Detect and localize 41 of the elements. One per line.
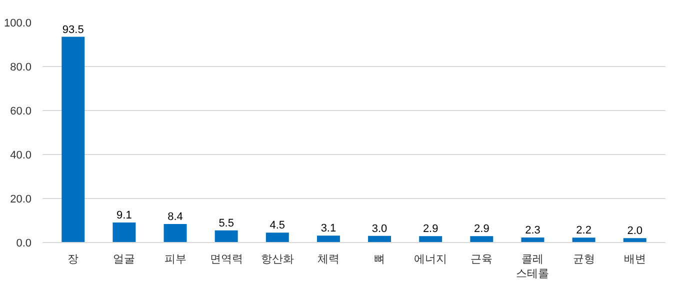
data-label: 8.4 [168, 211, 183, 224]
data-label: 2.9 [422, 223, 438, 236]
x-tick-label: 체력 [317, 254, 340, 266]
x-tick-label: 뼈 [374, 254, 386, 266]
bar [214, 230, 238, 242]
y-tick-label: 60.0 [10, 106, 32, 118]
x-tick-label: 장 [68, 254, 79, 266]
y-tick-label: 0.0 [16, 238, 32, 250]
x-tick-label: 면역력 [210, 254, 243, 266]
y-tick-label: 100.0 [4, 18, 32, 30]
data-label: 4.5 [270, 220, 286, 232]
data-label: 5.5 [218, 217, 234, 230]
data-label: 2.2 [576, 224, 592, 237]
y-tick-label: 80.0 [10, 62, 32, 74]
x-tick-label: 에너지 [414, 254, 448, 266]
x-tick-label: 콜레 스테롤 [516, 254, 550, 280]
x-tick-label: 근육 [470, 254, 493, 266]
bar [470, 236, 494, 242]
bar [419, 236, 442, 242]
data-label: 9.1 [116, 209, 132, 222]
bar [164, 224, 187, 242]
y-tick-label: 40.0 [10, 150, 32, 162]
bar [572, 238, 596, 242]
bar [316, 236, 340, 242]
x-tick-label: 항산화 [260, 254, 294, 266]
data-label: 3.1 [320, 222, 336, 235]
data-label: 2.0 [627, 225, 643, 238]
data-label: 2.3 [525, 224, 540, 236]
data-label: 93.5 [62, 24, 84, 36]
x-tick-label: 피부 [164, 254, 186, 266]
bar [623, 238, 646, 242]
x-tick-label: 배변 [624, 254, 646, 266]
data-label: 3.0 [372, 222, 388, 235]
bar [368, 236, 392, 242]
data-label: 2.9 [474, 223, 490, 236]
bar [266, 232, 289, 242]
x-tick-label: 얼굴 [113, 254, 136, 266]
x-tick-label: 균형 [572, 254, 595, 266]
bar [112, 222, 136, 242]
y-tick-label: 20.0 [10, 194, 32, 206]
bar [62, 36, 85, 242]
